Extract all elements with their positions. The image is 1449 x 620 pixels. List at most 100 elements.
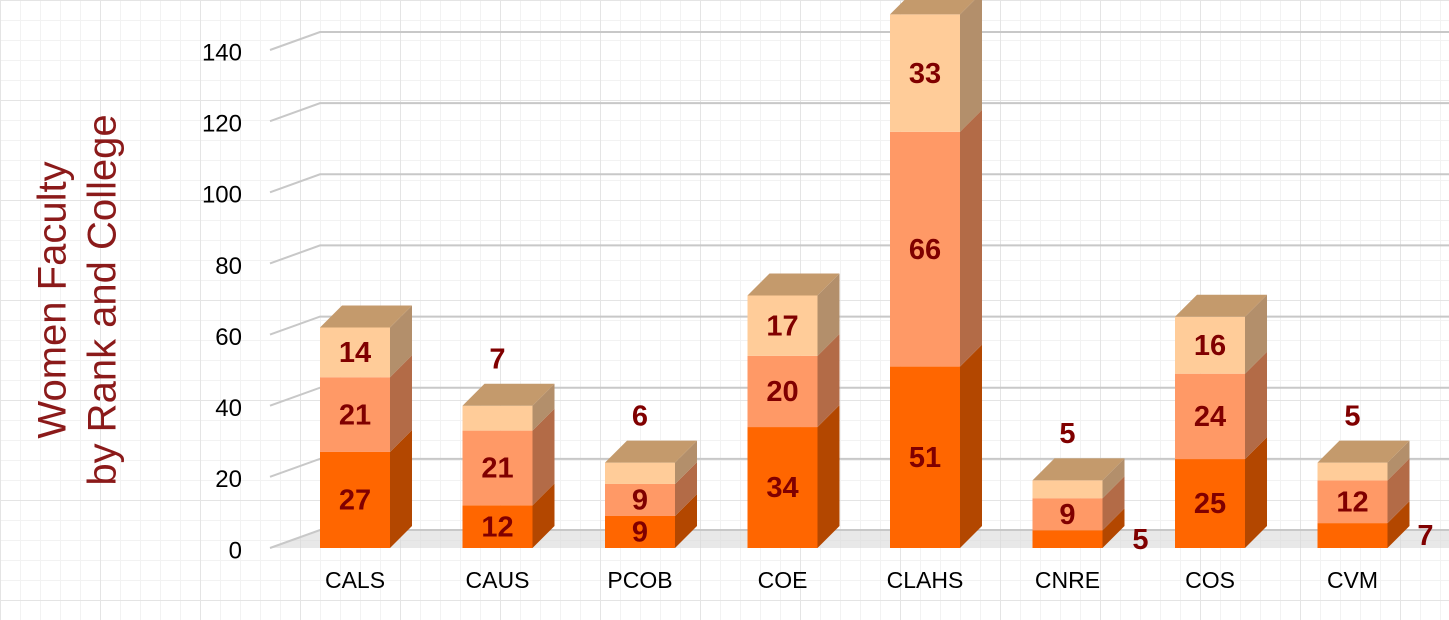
x-tick-label: PCOB <box>607 567 672 593</box>
bar-side <box>675 461 697 516</box>
x-tick-label: CLAHS <box>887 567 964 593</box>
value-label: 24 <box>1194 401 1226 433</box>
bar-top <box>1032 458 1125 481</box>
bar-side <box>675 493 697 548</box>
y-axis-title-line: Women Faculty <box>31 161 75 438</box>
bar-segment <box>320 305 412 378</box>
value-label: 5 <box>1132 524 1148 556</box>
bar-side <box>532 408 555 506</box>
bar-top <box>320 305 412 328</box>
bar-side <box>960 344 982 548</box>
grid-line <box>269 386 1449 407</box>
x-tick-label: CALS <box>325 567 385 593</box>
x-tick-label: COS <box>1185 567 1235 593</box>
grid-line <box>269 102 1449 123</box>
value-label: 9 <box>1059 499 1075 531</box>
bar-side <box>1102 508 1125 548</box>
bar-front <box>1175 459 1245 548</box>
bar-segment <box>605 461 697 516</box>
bar-side <box>1245 294 1267 374</box>
bar-top <box>747 273 840 296</box>
grid-line <box>269 315 1449 336</box>
bar-top <box>605 440 697 463</box>
bar-top <box>1175 294 1267 317</box>
bar-front <box>462 505 533 548</box>
bar-segment <box>1175 437 1267 548</box>
bar-segment <box>1175 351 1267 460</box>
bar-front <box>1317 480 1388 524</box>
bar-side <box>1387 501 1410 548</box>
x-tick-label: CAUS <box>466 567 530 593</box>
x-tick-label: CVM <box>1327 567 1378 593</box>
bar-segment <box>462 408 555 506</box>
bar-front <box>890 366 960 548</box>
y-axis-title-line: by Rank and College <box>81 114 125 485</box>
grid-line <box>269 457 1449 478</box>
bar-side <box>1102 476 1125 531</box>
value-label: 12 <box>1336 486 1368 518</box>
value-label: 5 <box>1344 400 1360 432</box>
bar-side <box>1387 458 1410 524</box>
bar-front <box>1032 530 1103 548</box>
bar-side <box>532 383 555 431</box>
value-label: 7 <box>489 343 505 375</box>
y-tick-label: 60 <box>215 324 242 351</box>
bar-side <box>817 333 840 428</box>
value-label: 21 <box>481 453 513 485</box>
grid-line <box>269 173 1449 194</box>
bar-segment <box>1317 458 1410 524</box>
bar-segment <box>1032 476 1125 531</box>
bar-front <box>605 515 675 548</box>
value-label: 12 <box>481 511 513 543</box>
bar-side <box>675 440 697 484</box>
bar-segment <box>1317 501 1410 548</box>
bar-front <box>1317 462 1388 481</box>
y-tick-label: 40 <box>215 395 242 422</box>
bar-top <box>1317 440 1410 463</box>
grid-line <box>269 31 1449 51</box>
y-tick-label: 20 <box>215 466 242 493</box>
bar-front <box>1175 373 1245 460</box>
grid-line <box>269 244 1449 265</box>
value-label: 21 <box>339 399 371 431</box>
value-label: 66 <box>909 234 941 266</box>
bar-segment <box>747 273 840 356</box>
x-tick-label: COE <box>758 567 808 593</box>
bar-side <box>1245 437 1267 548</box>
bar-side <box>960 109 982 367</box>
value-label: 9 <box>632 517 648 549</box>
bar-segment <box>462 483 555 548</box>
bar-segment <box>320 355 412 452</box>
bar-side <box>390 429 412 548</box>
y-tick-label: 80 <box>215 253 242 280</box>
bar-segment <box>462 383 555 431</box>
bar-side <box>390 355 412 452</box>
bar-front <box>462 405 533 431</box>
y-tick-label: 0 <box>229 537 242 564</box>
bar-front <box>605 483 675 516</box>
bar-segment <box>747 405 840 548</box>
value-label: 51 <box>909 442 941 474</box>
bar-side <box>1102 458 1125 499</box>
bar-front <box>890 14 960 132</box>
bar-segment <box>747 333 840 428</box>
y-axis-title: Women Faculty by Rank and College <box>31 114 125 485</box>
bar-front <box>462 430 533 506</box>
value-label: 5 <box>1059 418 1075 450</box>
y-tick-label: 100 <box>202 182 242 209</box>
value-label: 33 <box>909 58 941 90</box>
bar-side <box>532 483 555 548</box>
bar-top <box>462 383 555 406</box>
bar-side <box>1387 440 1410 481</box>
bar-front <box>747 355 818 428</box>
value-label: 16 <box>1194 330 1226 362</box>
x-tick-label: CNRE <box>1035 567 1100 593</box>
value-label: 20 <box>766 376 798 408</box>
value-label: 14 <box>339 337 371 369</box>
bar-side <box>817 273 840 356</box>
bar-segment <box>1032 508 1125 548</box>
value-label: 6 <box>632 400 648 432</box>
value-label: 7 <box>1417 520 1433 552</box>
value-label: 9 <box>632 485 648 517</box>
bar-front <box>1032 498 1103 531</box>
